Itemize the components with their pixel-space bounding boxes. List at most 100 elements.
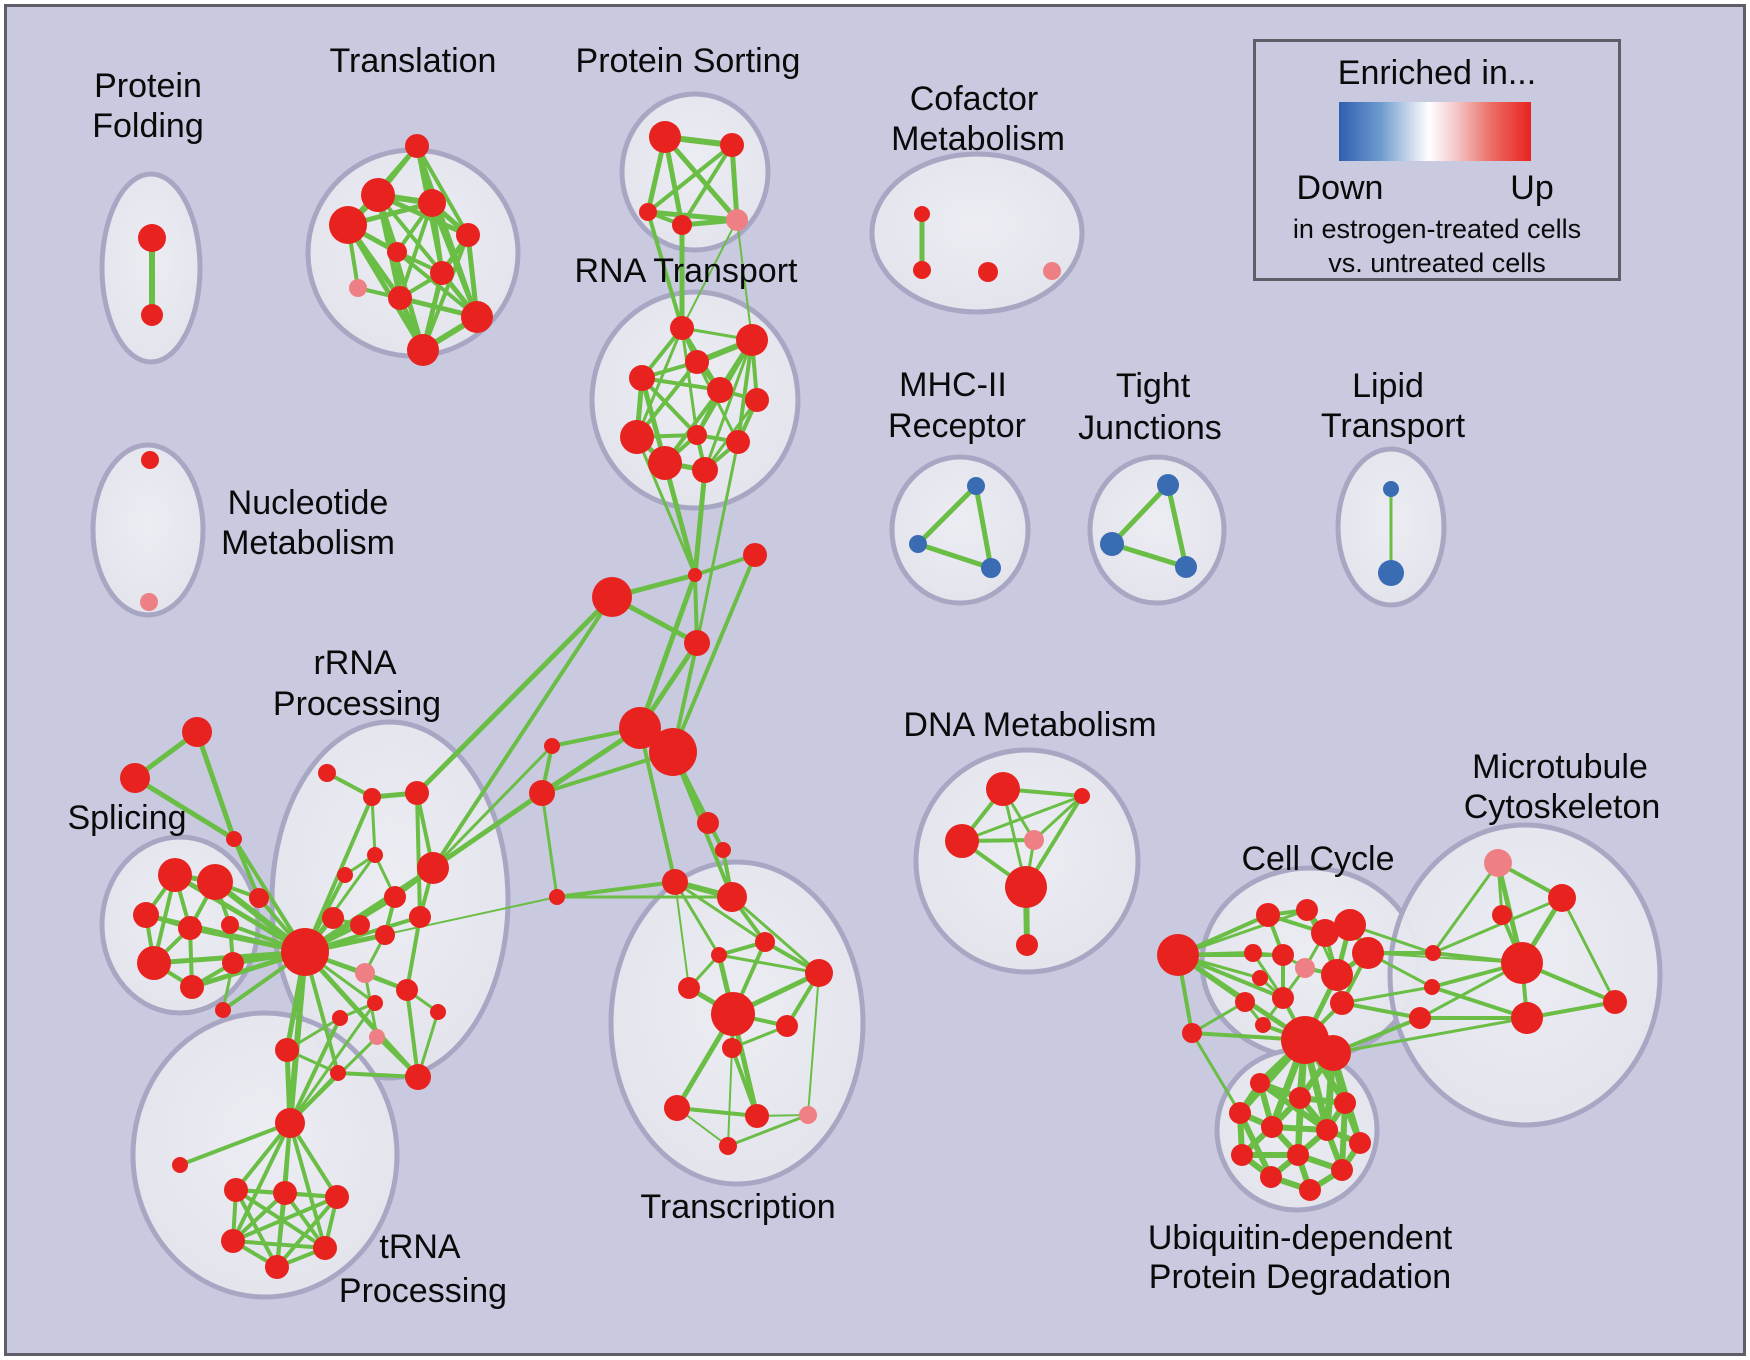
- node-cf2[interactable]: [913, 261, 931, 279]
- node-q6[interactable]: [417, 852, 449, 884]
- node-k1[interactable]: [1157, 934, 1199, 976]
- node-k16[interactable]: [1182, 1023, 1202, 1043]
- node-q2[interactable]: [363, 788, 381, 806]
- node-m3[interactable]: [981, 558, 1001, 578]
- node-c3[interactable]: [592, 577, 632, 617]
- node-r2[interactable]: [736, 324, 768, 356]
- node-r4[interactable]: [629, 365, 655, 391]
- node-c2[interactable]: [743, 543, 767, 567]
- node-b3[interactable]: [1334, 1092, 1356, 1114]
- node-x3[interactable]: [697, 812, 719, 834]
- node-cf1[interactable]: [914, 206, 930, 222]
- node-r5[interactable]: [707, 377, 733, 403]
- node-x15[interactable]: [719, 1137, 737, 1155]
- node-k9[interactable]: [1321, 959, 1353, 991]
- node-w2[interactable]: [1548, 884, 1576, 912]
- node-w4[interactable]: [1501, 942, 1543, 984]
- node-x4[interactable]: [715, 842, 731, 858]
- node-d6[interactable]: [1016, 934, 1038, 956]
- node-r8[interactable]: [687, 425, 707, 445]
- node-q1[interactable]: [318, 764, 336, 782]
- node-u6[interactable]: [265, 1255, 289, 1279]
- node-k10[interactable]: [1352, 937, 1384, 969]
- node-lp1[interactable]: [1383, 481, 1399, 497]
- node-w3[interactable]: [1492, 905, 1512, 925]
- node-g2[interactable]: [529, 780, 555, 806]
- node-p3[interactable]: [133, 902, 159, 928]
- node-c1[interactable]: [688, 568, 702, 582]
- node-b11[interactable]: [1260, 1166, 1282, 1188]
- node-d1[interactable]: [986, 772, 1020, 806]
- node-x7[interactable]: [805, 959, 833, 987]
- node-t6[interactable]: [387, 242, 407, 262]
- node-a1[interactable]: [182, 717, 212, 747]
- node-tj2[interactable]: [1100, 532, 1124, 556]
- node-b5[interactable]: [1261, 1116, 1283, 1138]
- node-d2[interactable]: [1074, 788, 1090, 804]
- node-b4[interactable]: [1229, 1102, 1251, 1124]
- node-k8[interactable]: [1295, 958, 1315, 978]
- node-q20[interactable]: [405, 1064, 431, 1090]
- node-p7[interactable]: [180, 975, 204, 999]
- node-t1[interactable]: [405, 134, 429, 158]
- node-k2[interactable]: [1256, 903, 1280, 927]
- node-k3[interactable]: [1296, 899, 1318, 921]
- node-x14[interactable]: [799, 1106, 817, 1124]
- node-a3[interactable]: [226, 831, 242, 847]
- node-x8[interactable]: [678, 977, 700, 999]
- node-s3[interactable]: [639, 203, 657, 221]
- node-g3[interactable]: [549, 889, 565, 905]
- node-k6[interactable]: [1244, 944, 1262, 962]
- node-q17[interactable]: [369, 1029, 385, 1045]
- node-r11[interactable]: [692, 457, 718, 483]
- node-kb2[interactable]: [1424, 979, 1440, 995]
- node-q12[interactable]: [355, 963, 375, 983]
- node-q15[interactable]: [332, 1010, 348, 1026]
- node-q18[interactable]: [275, 1038, 299, 1062]
- node-w6[interactable]: [1603, 990, 1627, 1014]
- node-t7[interactable]: [430, 261, 454, 285]
- node-cf3[interactable]: [978, 262, 998, 282]
- node-t11[interactable]: [407, 334, 439, 366]
- node-pf2[interactable]: [141, 304, 163, 326]
- node-d3[interactable]: [945, 824, 979, 858]
- node-n2[interactable]: [140, 593, 158, 611]
- node-p4[interactable]: [178, 916, 202, 940]
- node-b10[interactable]: [1331, 1159, 1353, 1181]
- node-r9[interactable]: [726, 430, 750, 454]
- node-p9[interactable]: [249, 888, 269, 908]
- node-b1[interactable]: [1250, 1073, 1270, 1093]
- node-d4[interactable]: [1024, 830, 1044, 850]
- node-r1[interactable]: [670, 316, 694, 340]
- node-s5[interactable]: [726, 209, 748, 231]
- node-p6[interactable]: [137, 946, 171, 980]
- node-lp2[interactable]: [1378, 560, 1404, 586]
- node-q19[interactable]: [330, 1065, 346, 1081]
- node-k14[interactable]: [1255, 1017, 1271, 1033]
- node-p2[interactable]: [197, 864, 233, 900]
- node-m2[interactable]: [909, 535, 927, 553]
- node-b8[interactable]: [1231, 1144, 1253, 1166]
- node-u7[interactable]: [313, 1236, 337, 1260]
- node-x6[interactable]: [711, 947, 727, 963]
- node-a2[interactable]: [120, 763, 150, 793]
- node-s4[interactable]: [672, 215, 692, 235]
- node-x10[interactable]: [776, 1015, 798, 1037]
- node-h2[interactable]: [649, 728, 697, 776]
- node-q13[interactable]: [396, 979, 418, 1001]
- node-q5[interactable]: [337, 867, 353, 883]
- node-t8[interactable]: [349, 279, 367, 297]
- node-k7[interactable]: [1272, 944, 1294, 966]
- node-q11[interactable]: [409, 906, 431, 928]
- node-t5[interactable]: [456, 223, 480, 247]
- node-k11[interactable]: [1252, 970, 1268, 986]
- node-b12[interactable]: [1299, 1179, 1321, 1201]
- node-k4[interactable]: [1311, 919, 1339, 947]
- node-x1[interactable]: [662, 869, 688, 895]
- node-tj3[interactable]: [1175, 556, 1197, 578]
- node-x9[interactable]: [711, 992, 755, 1036]
- node-w5[interactable]: [1511, 1002, 1543, 1034]
- node-d5[interactable]: [1005, 866, 1047, 908]
- node-k13[interactable]: [1235, 992, 1255, 1012]
- node-t9[interactable]: [388, 286, 412, 310]
